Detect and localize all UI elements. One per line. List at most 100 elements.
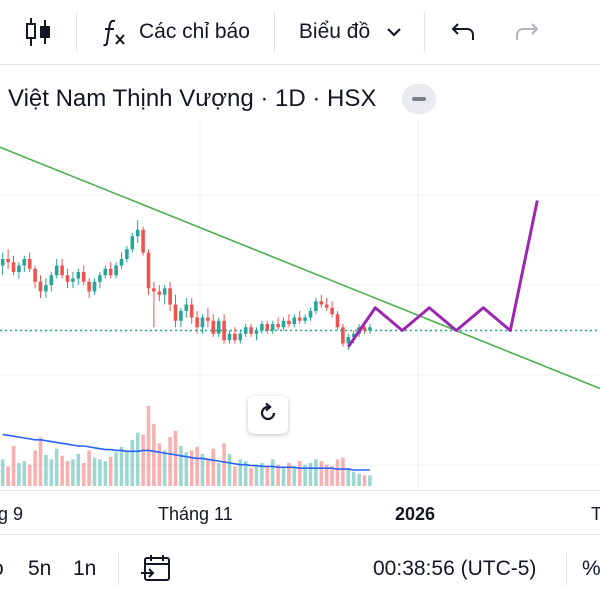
candle-body xyxy=(81,272,86,282)
volume-bar xyxy=(125,450,129,486)
candle-body xyxy=(292,317,297,324)
volume-bar xyxy=(54,448,59,486)
candle xyxy=(200,314,205,334)
candle xyxy=(297,311,302,324)
volume-bar xyxy=(98,459,102,486)
candlestick-icon[interactable] xyxy=(0,0,76,64)
volume-bar xyxy=(157,443,162,486)
candle-body xyxy=(362,327,367,331)
candle xyxy=(195,311,199,334)
candle-body xyxy=(270,324,275,331)
candle-body xyxy=(303,317,307,321)
candle xyxy=(189,298,194,324)
symbol-title[interactable]: Việt Nam Thịnh Vượng · 1D · HSX xyxy=(8,85,377,112)
candle xyxy=(11,255,16,276)
candle-body xyxy=(265,324,270,331)
volume-bar xyxy=(0,459,5,486)
volume-bar xyxy=(287,462,291,486)
candle-body xyxy=(60,265,64,276)
candle xyxy=(324,298,329,311)
volume-bar xyxy=(189,450,194,486)
candle xyxy=(216,317,221,337)
candle-body xyxy=(76,272,81,279)
candle xyxy=(141,226,145,256)
volume-bar xyxy=(222,443,226,486)
projection-drawing xyxy=(347,200,539,348)
candle-body xyxy=(141,229,145,253)
range-button[interactable]: o xyxy=(0,557,4,581)
candle xyxy=(49,272,54,292)
candle xyxy=(65,268,70,289)
volume-bar xyxy=(184,452,189,486)
collapse-legend-button[interactable] xyxy=(402,84,437,114)
candle xyxy=(135,220,140,243)
candle-body xyxy=(233,333,237,341)
candle-body xyxy=(162,288,167,295)
volume-bar xyxy=(308,462,313,486)
candle-body xyxy=(125,249,129,259)
candle-body xyxy=(200,317,205,328)
toolbar-divider xyxy=(76,12,77,52)
candle-body xyxy=(44,285,48,292)
toolbar-divider xyxy=(424,12,426,52)
candle-body xyxy=(206,317,210,321)
candle-body xyxy=(114,265,118,276)
candle-body xyxy=(152,288,156,292)
candle xyxy=(222,314,226,344)
volume-ma-series xyxy=(2,433,370,471)
candle-body xyxy=(341,327,345,344)
chart-type-dropdown[interactable]: Biểu đồ xyxy=(275,0,424,64)
candle xyxy=(81,265,86,285)
volume-bar xyxy=(254,464,259,486)
candle xyxy=(130,233,135,253)
candle xyxy=(98,272,102,289)
volume-bar xyxy=(351,471,356,486)
candle-body xyxy=(0,259,5,266)
candle-body xyxy=(287,320,291,324)
candle xyxy=(76,268,81,285)
volume-bar xyxy=(44,454,48,486)
range-5y-button[interactable]: 5n xyxy=(28,557,52,580)
volume-bar xyxy=(162,450,167,486)
candle xyxy=(168,281,172,311)
candle xyxy=(227,330,232,344)
time-tick-label: T xyxy=(591,504,600,524)
volume-bar xyxy=(17,462,21,486)
calendar-goto-icon[interactable] xyxy=(140,552,172,590)
candle-body xyxy=(319,301,324,305)
price-chart[interactable] xyxy=(0,120,600,490)
candle xyxy=(254,327,259,341)
candle xyxy=(319,294,324,308)
candle-body xyxy=(135,229,140,237)
candle xyxy=(270,320,275,334)
candle-body xyxy=(17,265,21,272)
candle xyxy=(146,249,151,295)
clock-timezone[interactable]: 00:38:56 (UTC-5) xyxy=(373,557,537,580)
candle xyxy=(303,314,307,324)
candle-body xyxy=(222,320,226,341)
candle xyxy=(330,301,334,318)
volume-bar xyxy=(195,446,199,486)
volume-bar xyxy=(238,459,243,486)
percent-scale-button[interactable]: % xyxy=(582,557,600,580)
volume-bar xyxy=(81,462,86,486)
candle-body xyxy=(173,304,178,321)
candle xyxy=(211,314,216,337)
volume-bar xyxy=(173,430,178,486)
indicators-button[interactable]: Các chỉ báo xyxy=(77,0,274,64)
volume-bar xyxy=(33,450,37,486)
reset-chart-button[interactable] xyxy=(248,396,288,434)
time-axis[interactable]: g 9 Tháng 11 2026 T xyxy=(0,490,600,535)
undo-button[interactable] xyxy=(425,0,501,64)
redo-button[interactable] xyxy=(501,0,553,64)
range-1y-button[interactable]: 1n xyxy=(73,557,97,580)
candle xyxy=(184,298,189,318)
candle-body xyxy=(368,327,372,331)
volume-bar xyxy=(152,423,156,486)
candle-body xyxy=(103,268,108,276)
candle xyxy=(308,307,313,321)
volume-bar xyxy=(49,459,54,486)
candle xyxy=(265,320,270,334)
trendline xyxy=(0,146,600,390)
candle xyxy=(38,275,43,298)
